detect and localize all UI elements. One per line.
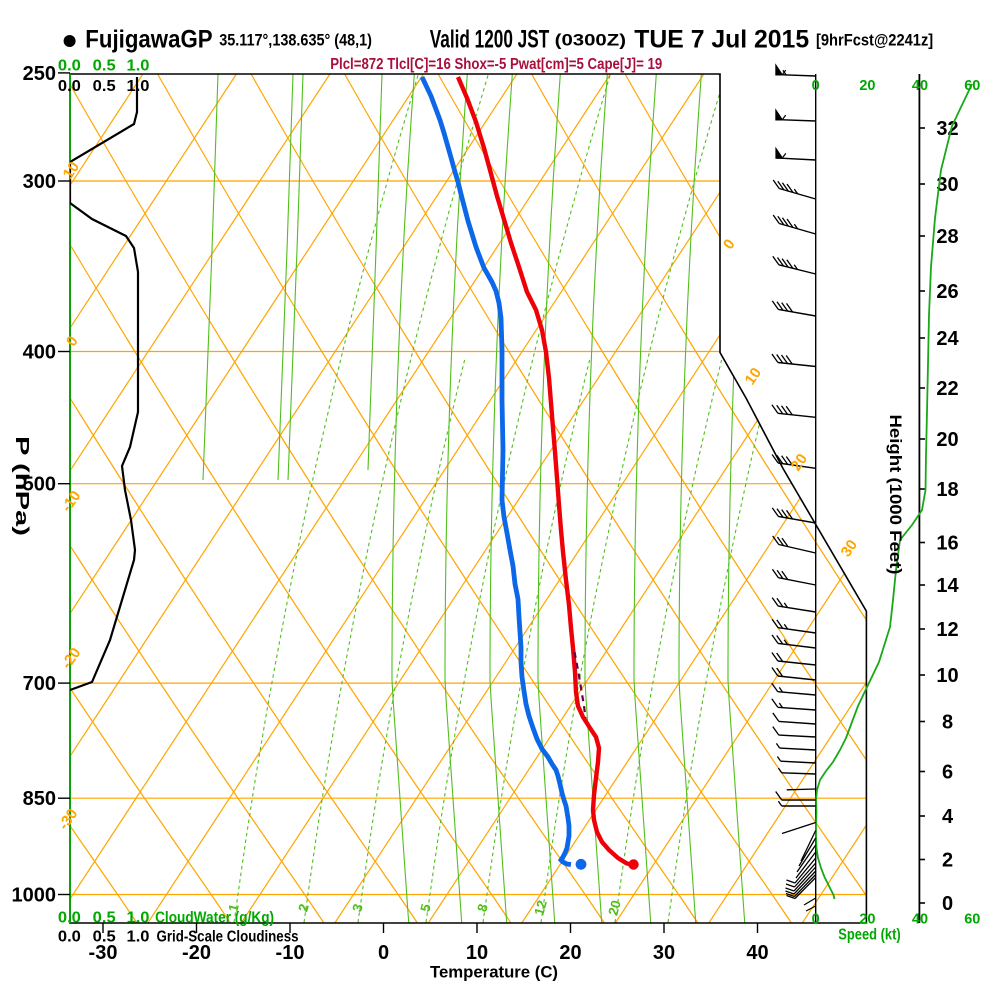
svg-text:0: 0 xyxy=(378,942,389,964)
svg-text:0.0: 0.0 xyxy=(58,78,81,95)
svg-text:-30: -30 xyxy=(89,942,118,964)
svg-text:30: 30 xyxy=(653,942,675,964)
svg-text:FujigawaGP: FujigawaGP xyxy=(85,26,212,54)
svg-text:4: 4 xyxy=(942,806,954,828)
svg-text:10: 10 xyxy=(60,159,83,182)
svg-text:0: 0 xyxy=(812,912,820,928)
svg-text:6: 6 xyxy=(942,762,953,784)
svg-text:24: 24 xyxy=(936,328,959,350)
svg-text:14: 14 xyxy=(936,575,959,597)
svg-text:0: 0 xyxy=(812,78,820,94)
svg-text:20: 20 xyxy=(605,899,623,917)
svg-text:Valid 1200 JST: Valid 1200 JST xyxy=(430,26,549,54)
svg-text:Temperature (C): Temperature (C) xyxy=(430,963,558,982)
svg-text:Speed (kt): Speed (kt) xyxy=(838,927,900,944)
svg-text:2: 2 xyxy=(942,850,953,872)
svg-text:22: 22 xyxy=(936,378,958,400)
svg-text:1.0: 1.0 xyxy=(127,928,150,945)
svg-text:40: 40 xyxy=(912,78,928,94)
svg-text:20: 20 xyxy=(859,912,875,928)
svg-text:20: 20 xyxy=(936,429,958,451)
svg-text:0.0: 0.0 xyxy=(58,928,81,945)
svg-text:P (hPa): P (hPa) xyxy=(12,436,32,536)
svg-text:1000: 1000 xyxy=(12,885,57,907)
svg-text:700: 700 xyxy=(23,673,56,695)
svg-text:Height (1000 Feet): Height (1000 Feet) xyxy=(886,415,905,575)
svg-text:60: 60 xyxy=(964,78,980,94)
svg-text:10: 10 xyxy=(742,365,765,388)
svg-text:20: 20 xyxy=(859,78,875,94)
svg-text:40: 40 xyxy=(912,912,928,928)
svg-text:2: 2 xyxy=(295,902,311,913)
svg-text:10: 10 xyxy=(466,942,488,964)
svg-text:8: 8 xyxy=(942,712,953,734)
svg-text:12: 12 xyxy=(531,899,549,917)
svg-text:10: 10 xyxy=(936,665,958,687)
svg-text:1.0: 1.0 xyxy=(127,910,150,927)
svg-text:Plcl=872 Tlcl[C]=16 Shox=-5 Pw: Plcl=872 Tlcl[C]=16 Shox=-5 Pwat[cm]=5 C… xyxy=(330,56,662,73)
svg-text:40: 40 xyxy=(746,942,768,964)
svg-text:300: 300 xyxy=(23,171,56,193)
svg-text:1: 1 xyxy=(225,902,242,914)
svg-text:(0300Z): (0300Z) xyxy=(555,31,626,50)
svg-text:16: 16 xyxy=(936,533,958,555)
svg-text:1.0: 1.0 xyxy=(127,78,150,95)
svg-text:20: 20 xyxy=(788,451,811,474)
svg-text:Grid-Scale Cloudiness: Grid-Scale Cloudiness xyxy=(157,928,299,945)
svg-text:30: 30 xyxy=(838,537,861,560)
svg-text:28: 28 xyxy=(936,226,958,248)
svg-text:[9hrFcst@2241z]: [9hrFcst@2241z] xyxy=(816,31,933,50)
svg-text:250: 250 xyxy=(23,63,56,85)
svg-text:60: 60 xyxy=(964,912,980,928)
svg-text:0.5: 0.5 xyxy=(93,58,116,75)
svg-text:0.5: 0.5 xyxy=(93,928,116,945)
svg-text:1.0: 1.0 xyxy=(127,58,150,75)
svg-text:500: 500 xyxy=(23,474,56,496)
svg-text:0.0: 0.0 xyxy=(58,910,81,927)
svg-text:3: 3 xyxy=(349,902,366,914)
svg-text:0.5: 0.5 xyxy=(93,910,116,927)
svg-text:30: 30 xyxy=(936,174,958,196)
svg-text:400: 400 xyxy=(23,342,56,364)
svg-text:32: 32 xyxy=(936,118,958,140)
svg-text:850: 850 xyxy=(23,788,56,810)
svg-text:CloudWater (g/Kg): CloudWater (g/Kg) xyxy=(155,910,274,927)
svg-text:5: 5 xyxy=(417,902,434,914)
svg-text:18: 18 xyxy=(936,479,958,501)
svg-text:20: 20 xyxy=(559,942,581,964)
svg-text:TUE 7 Jul 2015: TUE 7 Jul 2015 xyxy=(634,26,809,54)
svg-text:-10: -10 xyxy=(276,942,305,964)
svg-text:0: 0 xyxy=(942,893,953,915)
svg-text:-20: -20 xyxy=(182,942,211,964)
svg-text:0.5: 0.5 xyxy=(93,78,116,95)
svg-text:26: 26 xyxy=(936,281,958,303)
svg-text:0.0: 0.0 xyxy=(58,58,81,75)
svg-text:8: 8 xyxy=(474,902,491,914)
svg-text:12: 12 xyxy=(936,619,958,641)
svg-text:35.117°,138.635° (48,1): 35.117°,138.635° (48,1) xyxy=(219,31,372,50)
